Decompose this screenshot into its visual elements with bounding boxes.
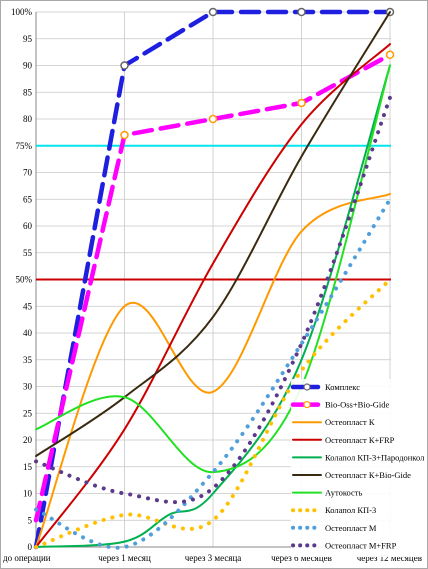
y-tick-label: 45 (23, 301, 33, 311)
x-tick-label: через 1 месяц (98, 553, 151, 563)
y-tick-label: 15 (23, 462, 33, 472)
legend-label: Колапол КП-3+Пародонкол (325, 452, 425, 462)
y-tick-label: 85 (23, 87, 33, 97)
legend-label: Колапол КП-3 (325, 505, 376, 515)
y-tick-label: 55 (23, 248, 33, 258)
legend-label: Остеопласт М (325, 523, 377, 533)
series-marker (297, 98, 306, 108)
series-layer (33, 7, 395, 550)
series-line-аутокость (35, 64, 391, 474)
y-tick-label: 65 (23, 194, 33, 204)
y-tick-label: 60 (23, 221, 33, 231)
series-line-остеопласт-к-frp (35, 43, 391, 548)
legend-label: Остеопласт М+FRP (325, 540, 397, 550)
series-marker (120, 130, 129, 140)
y-tick-label: 25 (23, 408, 33, 418)
y-tick-label: 95 (23, 34, 33, 44)
y-tick-label: 5 (28, 515, 33, 525)
y-tick-label: 90 (23, 61, 33, 71)
y-tick-label: 75% (16, 141, 33, 151)
legend-label: Остеопласт К+FRP (325, 435, 395, 445)
legend-label: Bio-Oss+Bio-Gide (325, 400, 390, 410)
series-line-колапол-кп-3 (34, 277, 392, 549)
series-line-остеопласт-м (34, 197, 392, 550)
legend: Комплекс Bio-Oss+Bio-Gide Остеопласт К Осте… (290, 379, 425, 557)
y-tick-label: 20 (23, 435, 33, 445)
x-tick-label: до операции (3, 553, 51, 563)
legend-marker (303, 383, 311, 391)
y-tick-label: 50% (16, 275, 33, 285)
y-tick-label: 35 (23, 355, 33, 365)
y-tick-label: 80 (23, 114, 33, 124)
legend-label: Аутокость (325, 488, 362, 498)
x-tick-label: через 6 месяцев (271, 553, 332, 563)
series-line-колапол-кп-3-пародонкол (35, 64, 391, 548)
x-axis-ticks: до операции через 1 месяц через 3 месяца че… (3, 553, 422, 563)
series-line-остеопласт-м-frp (34, 95, 392, 505)
series-line-остеопласт-к-bio-gide (35, 11, 391, 458)
reference-lines (36, 144, 391, 281)
y-tick-label: 0 (28, 542, 33, 552)
y-tick-label: 30 (23, 382, 33, 392)
x-tick-label: через 12 месяцев (357, 553, 422, 563)
x-tick-label: через 3 месяца (185, 553, 242, 563)
y-tick-label: 100% (11, 7, 33, 17)
y-tick-label: 70 (23, 168, 33, 178)
y-tick-label: 10 (23, 489, 33, 499)
legend-label: Остеопласт К (325, 417, 375, 427)
legend-label: Комплекс (325, 382, 360, 392)
series-line-остеопласт-к (35, 192, 391, 548)
series-marker (120, 61, 129, 70)
legend-label: Остеопласт К+Bio-Gide (325, 470, 411, 480)
series-marker (208, 114, 218, 124)
series-marker (208, 7, 218, 17)
y-tick-label: 40 (23, 328, 33, 338)
series-marker (297, 7, 306, 17)
legend-marker (303, 401, 311, 409)
series-marker (385, 50, 395, 60)
y-axis-ticks: 0 5 10 15 20 25 30 35 40 45 50% 55 60 65 70 75% 80 85 90 95… (11, 7, 33, 552)
